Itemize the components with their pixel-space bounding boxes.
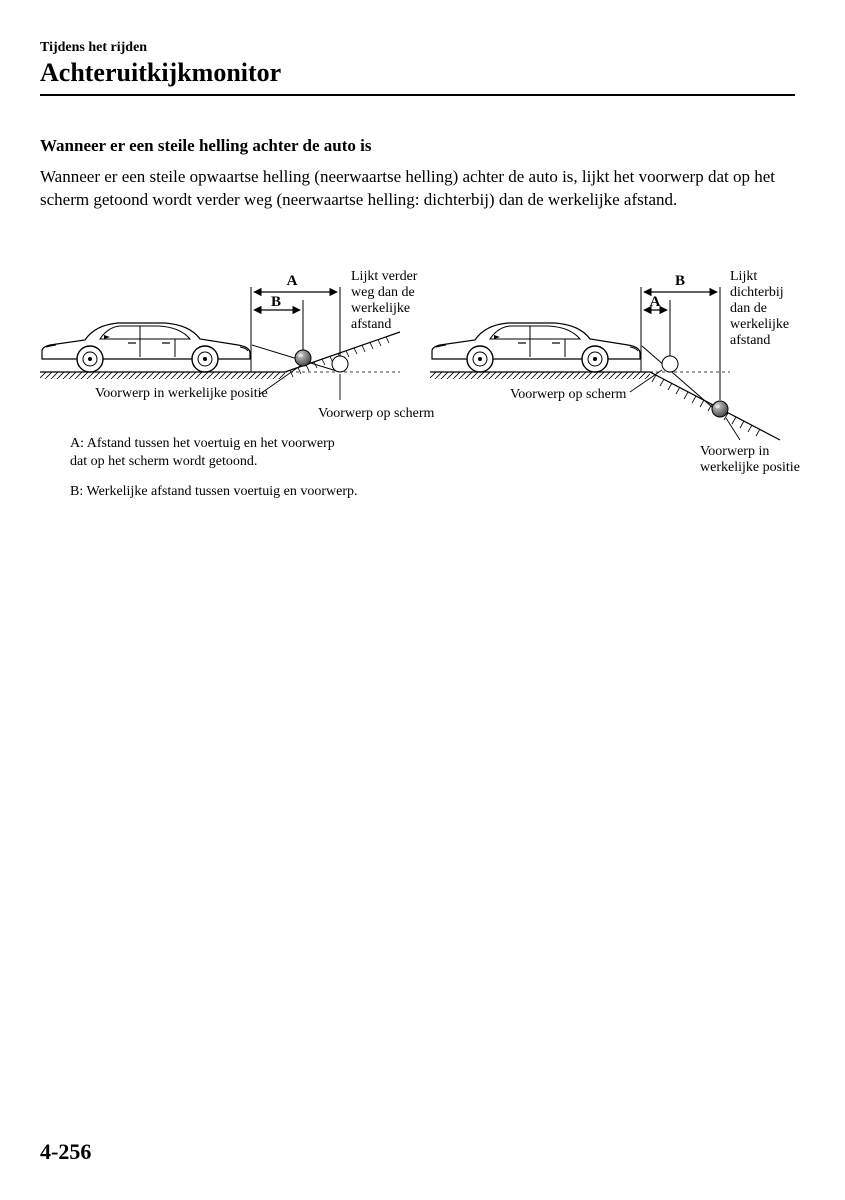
diagram-svg: A B Lijkt verder weg dan de werkelijke a… — [40, 252, 800, 542]
right-caption-l3: dan de — [730, 301, 767, 316]
section-body: Wanneer er een steile opwaartse helling … — [40, 166, 795, 212]
breadcrumb: Tijdens het rijden — [40, 40, 795, 56]
right-screen-caption: Voorwerp op scherm — [510, 387, 626, 402]
right-caption-l2: dichterbij — [730, 285, 784, 300]
left-caption-l1: Lijkt verder — [351, 269, 418, 284]
title-rule — [40, 94, 795, 96]
left-panel: A B Lijkt verder weg dan de werkelijke a… — [40, 269, 434, 421]
left-caption-l4: afstand — [351, 317, 391, 332]
section-subhead: Wanneer er een steile helling achter de … — [40, 136, 795, 156]
svg-text:A: Afstand tussen het voertuig: A: Afstand tussen het voertuig en het vo… — [70, 436, 338, 469]
left-label-a: A — [287, 273, 298, 289]
right-panel: B A Lijkt dichterbij dan de werkelijke a… — [430, 269, 800, 475]
diagram: A B Lijkt verder weg dan de werkelijke a… — [40, 252, 800, 542]
page-title: Achteruitkijkmonitor — [40, 58, 795, 88]
right-caption-l1: Lijkt — [730, 269, 757, 284]
right-label-a: A — [650, 294, 661, 310]
legend-a-2: dat op het scherm wordt getoond. — [70, 454, 257, 469]
right-label-b: B — [675, 273, 685, 289]
left-label-b: B — [271, 294, 281, 310]
left-caption-l2: weg dan de — [351, 285, 415, 300]
legend-b: B: Werkelijke afstand tussen voertuig en… — [70, 484, 358, 499]
right-caption-l4: werkelijke — [730, 317, 789, 332]
left-real-caption: Voorwerp in werkelijke positie — [95, 386, 268, 401]
right-real-caption-l1: Voorwerp in — [700, 444, 769, 459]
page-number: 4-256 — [40, 1139, 91, 1165]
right-caption-l5: afstand — [730, 333, 770, 348]
left-caption-l3: werkelijke — [351, 301, 410, 316]
manual-page: Tijdens het rijden Achteruitkijkmonitor … — [0, 0, 845, 1200]
right-real-caption-l2: werkelijke positie — [700, 460, 800, 475]
legend: A: Afstand tussen het voertuig en het vo… — [70, 436, 358, 499]
legend-a-1: A: Afstand tussen het voertuig en het vo… — [70, 436, 335, 451]
left-screen-caption: Voorwerp op scherm — [318, 406, 434, 421]
